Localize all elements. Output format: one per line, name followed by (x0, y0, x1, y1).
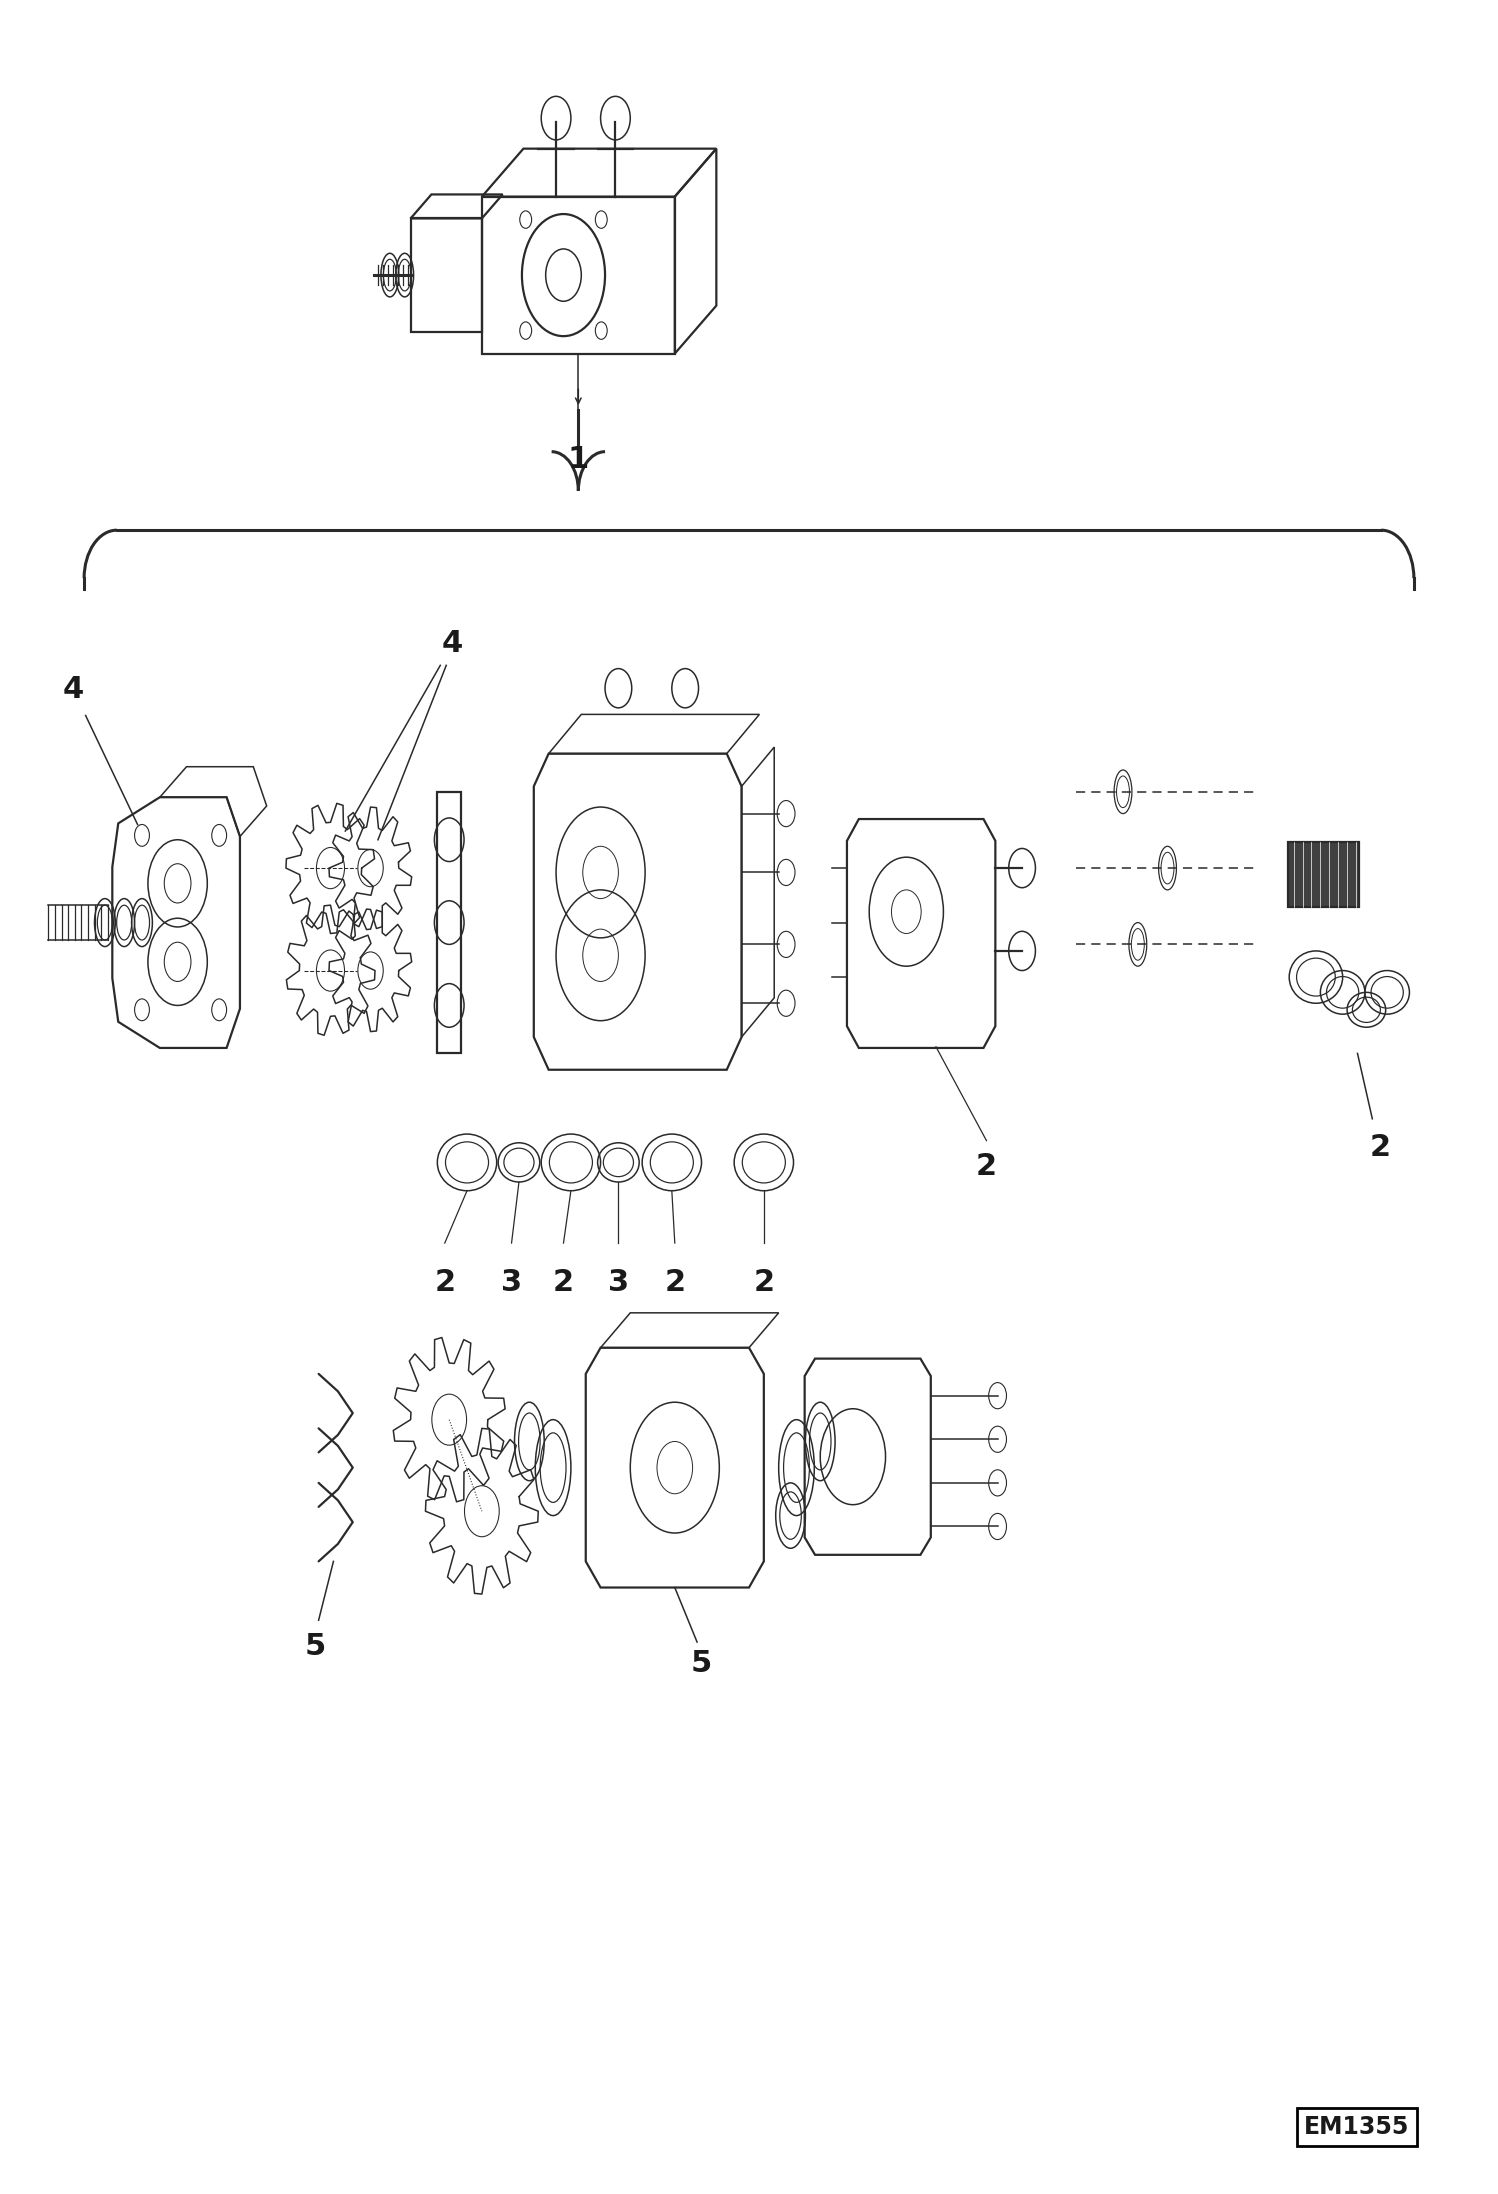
Text: 2: 2 (753, 1268, 774, 1297)
Text: 2: 2 (1369, 1132, 1390, 1161)
Circle shape (541, 97, 571, 140)
Polygon shape (1288, 842, 1359, 908)
Text: 4: 4 (63, 676, 84, 704)
Text: 5: 5 (691, 1650, 712, 1678)
Text: EM1355: EM1355 (1305, 2115, 1410, 2139)
Text: 4: 4 (442, 630, 463, 658)
Text: 1: 1 (568, 445, 589, 474)
Text: 2: 2 (434, 1268, 455, 1297)
Text: 2: 2 (553, 1268, 574, 1297)
Text: 2: 2 (664, 1268, 686, 1297)
Text: 3: 3 (608, 1268, 629, 1297)
Circle shape (520, 211, 532, 228)
Text: 2: 2 (975, 1152, 998, 1180)
Circle shape (601, 97, 631, 140)
Circle shape (595, 211, 607, 228)
Circle shape (595, 323, 607, 340)
Circle shape (520, 323, 532, 340)
Text: 5: 5 (306, 1632, 327, 1661)
Text: 3: 3 (500, 1268, 523, 1297)
